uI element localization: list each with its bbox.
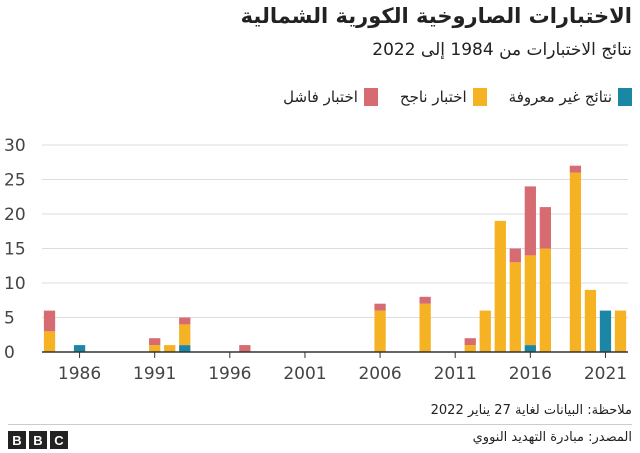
logo-letter: C [50, 431, 68, 449]
bar-unknown [179, 345, 191, 352]
bar-success [494, 220, 506, 352]
logo-letter: B [29, 431, 47, 449]
bar-failed [464, 338, 476, 346]
bar-failed [179, 317, 191, 325]
bar-success [374, 310, 386, 352]
legend-item-success: اختبار ناجح [400, 88, 487, 106]
y-tick-label: 0 [4, 343, 15, 363]
bar-chart: 0 5 10 15 20 25 30 1986 1991 1996 2001 2006 2011 2016… [4, 136, 628, 384]
bar-success [539, 248, 551, 352]
bar-unknown [599, 310, 612, 352]
bar-success [179, 324, 191, 346]
bar-success [149, 345, 161, 352]
x-tick-label: 1986 [58, 364, 101, 384]
bar-failed [509, 248, 521, 263]
x-tick-label: 2006 [358, 364, 401, 384]
legend-item-failed: اختبار فاشل [283, 88, 378, 106]
bar-failed [149, 338, 161, 346]
bar-failed [524, 186, 536, 256]
bar-success [584, 289, 597, 352]
bar-failed [374, 303, 386, 311]
footer-divider [8, 424, 632, 425]
x-tick-label: 2001 [283, 364, 326, 384]
bar-success [479, 310, 491, 352]
note-text: ملاحظة: البيانات لغاية 27 يناير 2022 [430, 403, 632, 418]
bar-failed [43, 310, 56, 332]
x-tick-label: 2016 [509, 364, 552, 384]
y-tick-label: 25 [4, 171, 26, 191]
x-tick-label: 1996 [208, 364, 251, 384]
bar-unknown [524, 345, 536, 352]
bar-success [569, 172, 582, 352]
x-tick-label: 2021 [584, 364, 627, 384]
bars [43, 165, 627, 352]
legend-label-failed: اختبار فاشل [283, 88, 358, 106]
bar-failed [539, 207, 551, 249]
bar-unknown [73, 345, 86, 352]
y-tick-label: 30 [4, 136, 26, 156]
x-tick-label: 1991 [133, 364, 176, 384]
bar-failed [239, 345, 251, 352]
bar-success [419, 303, 431, 352]
source-text: المصدر: مبادرة التهديد النووي [472, 430, 632, 445]
y-tick-label: 15 [4, 240, 26, 260]
bar-success [614, 310, 627, 352]
bar-success [464, 345, 476, 352]
bar-success [43, 331, 56, 352]
bar-failed [419, 296, 431, 304]
legend-item-unknown: نتائج غير معروفة [509, 88, 632, 106]
y-tick-label: 5 [4, 309, 15, 329]
logo-letter: B [8, 431, 26, 449]
chart-title: الاختبارات الصاروخية الكورية الشمالية [240, 4, 632, 28]
bar-success [509, 262, 521, 352]
bbc-logo: B B C [8, 431, 68, 449]
x-tick-label: 2011 [434, 364, 477, 384]
legend-label-success: اختبار ناجح [399, 88, 467, 106]
legend: اختبار فاشل اختبار ناجح نتائج غير معروفة [283, 88, 632, 106]
legend-swatch-failed [363, 88, 378, 106]
bar-success [524, 255, 536, 346]
axes: 0 5 10 15 20 25 30 1986 1991 1996 2001 2006 2011 2016… [4, 136, 628, 384]
chart-subtitle: نتائج الاختبارات من 1984 إلى 2022 [372, 40, 632, 60]
legend-swatch-unknown [618, 88, 632, 106]
legend-swatch-success [472, 88, 487, 106]
legend-label-unknown: نتائج غير معروفة [508, 88, 612, 106]
bar-failed [569, 165, 582, 173]
y-tick-label: 10 [4, 274, 26, 294]
y-tick-label: 20 [4, 205, 26, 225]
bar-success [164, 345, 176, 352]
